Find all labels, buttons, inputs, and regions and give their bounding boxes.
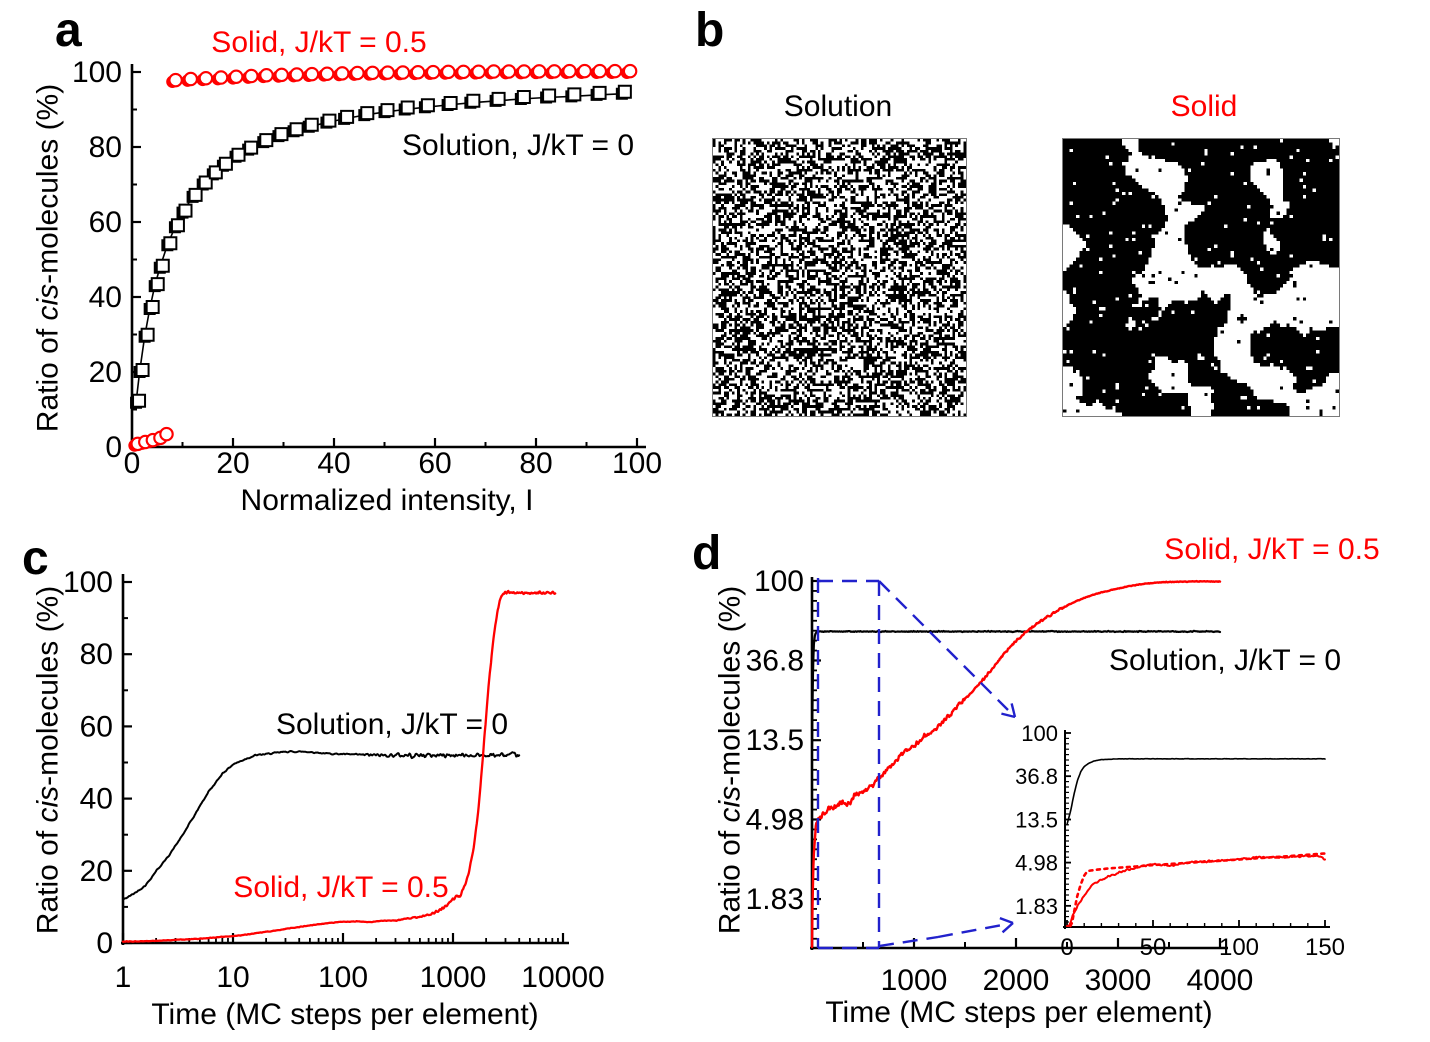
tick-label: 60 — [418, 447, 451, 480]
tick-label: 36.8 — [746, 644, 804, 677]
tick-label: 1.83 — [746, 883, 804, 916]
tick-label: 100 — [1219, 934, 1259, 961]
tick-label: 20 — [89, 356, 122, 389]
panel-a-y-axis-title: Ratio of cis-molecules (%) — [32, 84, 65, 432]
y-title-cis: cis — [31, 283, 65, 321]
tick-label: 40 — [80, 783, 113, 816]
y-title-suffix: -molecules (%) — [31, 83, 65, 284]
y-title-prefix: Ratio of — [31, 320, 65, 433]
tick-label: 1.83 — [1015, 894, 1058, 919]
panel-b-solid-label: Solid — [1170, 90, 1238, 123]
y-title-cis: cis — [713, 785, 747, 823]
panel-d-legend-solution: Solution, J/kT = 0 — [1108, 644, 1342, 677]
tick-label: 100 — [612, 447, 662, 480]
solution-lattice-image — [712, 138, 967, 417]
panel-d-legend-solid: Solid, J/kT = 0.5 — [1164, 533, 1380, 566]
tick-label: 36.8 — [1015, 764, 1058, 789]
tick-label: 13.5 — [746, 724, 804, 757]
tick-label: 100 — [754, 565, 804, 598]
y-title-prefix: Ratio of — [713, 822, 747, 935]
tick-label: 40 — [317, 447, 350, 480]
y-title-suffix: -molecules (%) — [31, 585, 65, 786]
tick-label: 4000 — [1187, 964, 1254, 997]
panel-c-legend-solution: Solution, J/kT = 0 — [275, 708, 509, 741]
tick-label: 100 — [1021, 721, 1058, 746]
tick-label: 2000 — [983, 964, 1050, 997]
panel-d-inset: 0 50 100 150 100 36.8 13.5 4.98 1.83 — [1015, 721, 1345, 961]
panel-c-y-axis-title: Ratio of cis-molecules (%) — [32, 586, 65, 934]
y-title-prefix: Ratio of — [31, 822, 65, 935]
tick-label: 20 — [80, 855, 113, 888]
panel-a-legend-solid: Solid, J/kT = 0.5 — [211, 26, 427, 59]
tick-label: 0 — [96, 927, 113, 960]
panel-d-x-axis-title: Time (MC steps per element) — [825, 996, 1213, 1029]
tick-label: 1 — [115, 961, 132, 994]
tick-label: 100 — [318, 961, 368, 994]
tick-label: 0 — [124, 447, 141, 480]
tick-label: 4.98 — [746, 803, 804, 836]
tick-label: 0 — [1060, 934, 1073, 961]
tick-label: 1000 — [420, 961, 487, 994]
tick-label: 60 — [89, 206, 122, 239]
tick-label: 100 — [63, 566, 113, 599]
panel-c-legend-solid: Solid, J/kT = 0.5 — [233, 871, 449, 904]
panel-label-b: b — [695, 4, 725, 57]
tick-label: 0 — [105, 431, 122, 464]
tick-label: 1000 — [881, 964, 948, 997]
tick-label: 150 — [1305, 934, 1345, 961]
tick-label: 20 — [216, 447, 249, 480]
solid-lattice-image — [1062, 138, 1340, 417]
tick-label: 80 — [80, 638, 113, 671]
panel-a-x-axis-title: Normalized intensity, I — [240, 484, 534, 517]
zoom-guides — [816, 578, 1017, 950]
panel-a-legend-solution: Solution, J/kT = 0 — [401, 129, 635, 162]
panel-a-plot: 0 20 40 60 80 100 0 20 40 60 80 100 — [72, 56, 662, 480]
tick-label: 60 — [80, 710, 113, 743]
panel-b-solution-label: Solution — [783, 90, 893, 123]
panel-label-d: d — [692, 527, 722, 580]
tick-label: 10 — [216, 961, 249, 994]
panel-label-c: c — [22, 532, 49, 585]
tick-label: 4.98 — [1015, 851, 1058, 876]
tick-label: 100 — [72, 56, 122, 89]
panel-c-x-axis-title: Time (MC steps per element) — [151, 998, 539, 1031]
tick-label: 80 — [89, 131, 122, 164]
tick-label: 50 — [1140, 934, 1167, 961]
y-title-suffix: -molecules (%) — [713, 585, 747, 786]
y-title-cis: cis — [31, 785, 65, 823]
tick-label: 3000 — [1085, 964, 1152, 997]
tick-label: 80 — [519, 447, 552, 480]
panel-d-y-axis-title: Ratio of cis-molecules (%) — [714, 586, 747, 934]
panel-c-plot: 1 10 100 1000 10000 0 20 40 60 80 100 — [63, 566, 605, 994]
tick-label: 13.5 — [1015, 808, 1058, 833]
tick-label: 40 — [89, 281, 122, 314]
panel-label-a: a — [55, 4, 82, 57]
tick-label: 10000 — [521, 961, 604, 994]
